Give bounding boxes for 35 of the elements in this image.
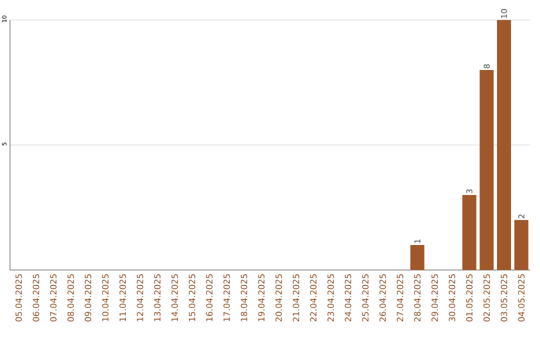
x-tick-label: 23.04.2025 — [327, 274, 334, 322]
x-tick-label: 04.05.2025 — [518, 274, 525, 322]
x-tick-label: 10.04.2025 — [102, 274, 109, 322]
x-tick-label: 16.04.2025 — [206, 274, 213, 322]
x-tick-label: 05.04.2025 — [15, 274, 22, 322]
x-tick-label: 28.04.2025 — [414, 274, 421, 322]
x-tick-label: 02.05.2025 — [483, 274, 490, 322]
x-tick-label: 17.04.2025 — [223, 274, 230, 322]
x-tick-label: 07.04.2025 — [50, 274, 57, 322]
x-tick-label: 24.04.2025 — [344, 274, 352, 322]
x-tick-label: 11.04.2025 — [119, 274, 126, 322]
x-tick-label: 08.04.2025 — [67, 274, 74, 322]
x-tick-label: 09.04.2025 — [84, 274, 92, 322]
x-tick-label: 06.04.2025 — [32, 274, 40, 322]
x-tick-label: 30.04.2025 — [448, 274, 456, 322]
x-tick-label: 27.04.2025 — [396, 274, 404, 322]
bar — [514, 220, 528, 270]
x-tick-label: 14.04.2025 — [171, 274, 178, 322]
x-tick-label: 20.04.2025 — [275, 274, 282, 322]
x-tick-label: 29.04.2025 — [431, 274, 438, 322]
x-tick-label: 03.05.2025 — [500, 274, 508, 322]
bar — [410, 245, 424, 270]
x-tick-label: 25.04.2025 — [362, 274, 369, 322]
x-tick-label: 26.04.2025 — [379, 274, 386, 322]
x-tick-label: 21.04.2025 — [292, 274, 300, 322]
x-tick-label: 18.04.2025 — [240, 274, 248, 322]
x-tick-label: 13.04.2025 — [154, 274, 161, 322]
bar — [480, 70, 494, 270]
x-tick-label: 22.04.2025 — [310, 274, 317, 322]
bar — [497, 20, 512, 270]
x-tick-label: 12.04.2025 — [136, 274, 144, 322]
bar — [462, 195, 476, 270]
x-tick-label: 01.05.2025 — [466, 274, 473, 322]
x-tick-label: 15.04.2025 — [188, 274, 196, 322]
x-tick-label: 19.04.2025 — [258, 274, 265, 322]
